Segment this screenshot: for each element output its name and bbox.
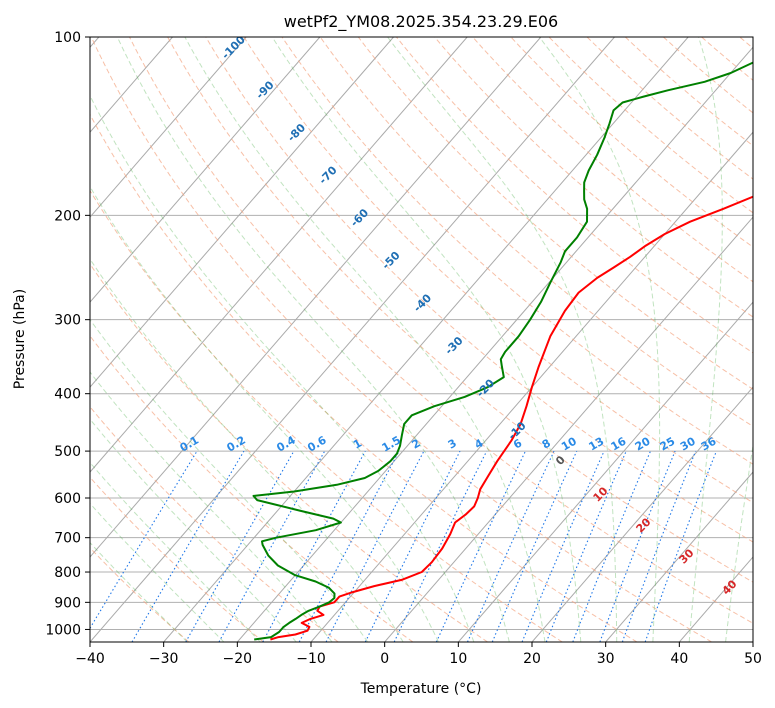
dry-adiabat [129,37,753,624]
y-tick-label: 500 [54,444,81,460]
mixing-ratio-line [262,450,366,642]
isotherm-line [531,386,753,642]
moist-adiabat [538,37,661,642]
isotherm-line [457,301,753,642]
dry-adiabat [624,37,753,147]
mixing-ratio-line [545,450,627,642]
y-axis-label: Pressure (hPa) [12,289,28,389]
y-tick-label: 800 [54,565,81,581]
isotherm-line [90,37,468,473]
x-axis-label: Temperature (°C) [360,681,482,697]
dry-adiabat [472,37,753,283]
dry-adiabat [90,113,638,642]
x-tick-label: −30 [149,651,179,667]
temperature-profile [270,195,753,641]
isotherm-line [384,216,753,642]
mixing-ratio-line [364,450,461,642]
moist-adiabat [184,37,546,642]
x-tick-label: −10 [296,651,326,667]
moist-adiabat [90,541,188,642]
plot-area [90,37,753,642]
isotherm-line [90,37,394,388]
isotherm-line [236,46,753,642]
x-tick-label: 10 [449,651,467,667]
x-tick-label: 40 [670,651,688,667]
y-tick-label: 900 [54,595,81,611]
moist-adiabat [90,461,261,642]
isotherm-line [90,37,615,642]
mixing-ratio-line [621,450,697,642]
moist-adiabat [90,371,333,642]
plot-frame [89,36,754,643]
y-tick-label: 700 [54,531,81,547]
y-axis: 100 200 300 400 500 600 700 800 900 1000 [45,30,90,638]
dry-adiabat [205,37,753,543]
y-tick-label: 300 [54,313,81,329]
mixing-ratio-line [599,450,676,642]
isotherm-line [90,37,542,558]
x-tick-label: −40 [75,651,105,667]
mixing-ratio-line [572,450,652,642]
dry-adiabat [243,37,753,504]
dry-adiabat [396,37,753,354]
x-tick-label: 0 [380,651,389,667]
mixing-ratio-line [644,450,717,642]
isotherm-line [163,37,689,642]
moist-adiabat [90,502,225,642]
dry-adiabat [90,37,712,642]
dry-adiabat [90,335,414,642]
dry-adiabat [357,37,753,390]
mixing-ratio-line [90,450,198,630]
mixing-ratio-line [466,450,555,642]
moist-adiabat [116,37,510,642]
x-axis: −40 −30 −20 −10 0 10 20 30 40 50 [75,642,762,667]
x-tick-label: −20 [223,651,253,667]
y-tick-label: 100 [54,30,81,46]
y-tick-label: 1000 [45,622,81,638]
isotherm-line [90,37,321,303]
dry-adiabat [90,189,563,642]
isotherm-line [90,37,247,218]
dry-adiabat [281,37,753,465]
mixing-ratio-line [218,450,326,642]
y-tick-label: 600 [54,491,81,507]
moist-adiabat [90,185,439,642]
x-tick-label: 20 [523,651,541,667]
isotherm-line [605,471,753,642]
dry-adiabat [548,37,753,214]
x-tick-label: 50 [744,651,762,667]
y-tick-label: 200 [54,208,81,224]
dry-adiabat [167,37,753,583]
chart-title: wetPf2_YM08.2025.354.23.29.E06 [284,12,558,32]
moist-adiabat [90,418,297,642]
moist-adiabat [90,258,404,642]
mixing-ratio-line [521,450,605,642]
y-tick-label: 400 [54,387,81,403]
dewpoint-profile [252,61,753,641]
moist-adiabat [688,37,723,642]
mixing-ratio-line [491,450,578,642]
moist-adiabat [90,94,475,642]
x-tick-label: 30 [597,651,615,667]
moist-adiabat [725,442,753,642]
